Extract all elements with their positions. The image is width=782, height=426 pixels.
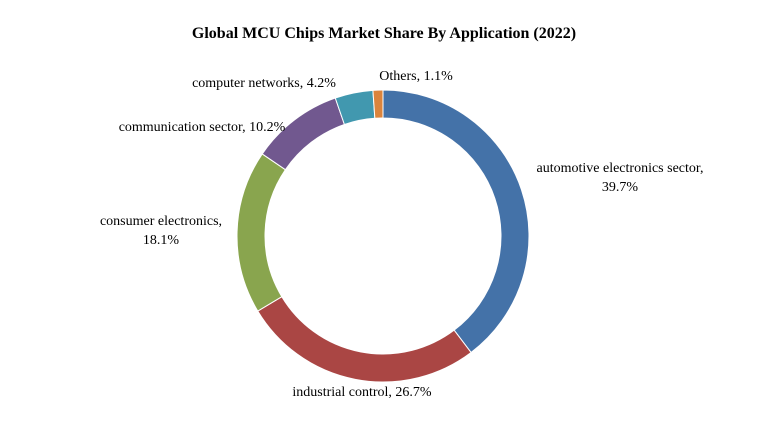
slice-others	[372, 89, 384, 119]
slice-label-automotive-electronics-sector: automotive electronics sector, 39.7%	[537, 161, 704, 195]
slice-consumer-electronics	[236, 153, 287, 312]
slice-labels: automotive electronics sector, 39.7% indus…	[100, 69, 704, 400]
slice-label-communication-sector: communication sector, 10.2%	[119, 120, 286, 135]
slice-label-industrial-control: industrial control, 26.7%	[292, 385, 432, 400]
donut-slices	[236, 89, 530, 383]
chart-title: Global MCU Chips Market Share By Applica…	[192, 25, 576, 42]
slice-label-others: Others, 1.1%	[379, 69, 453, 84]
slice-label-computer-networks: computer networks, 4.2%	[192, 76, 336, 91]
slice-industrial-control	[257, 296, 472, 383]
slice-label-consumer-electronics: consumer electronics, 18.1%	[100, 214, 222, 248]
slice-automotive-electronics-sector	[382, 89, 530, 354]
